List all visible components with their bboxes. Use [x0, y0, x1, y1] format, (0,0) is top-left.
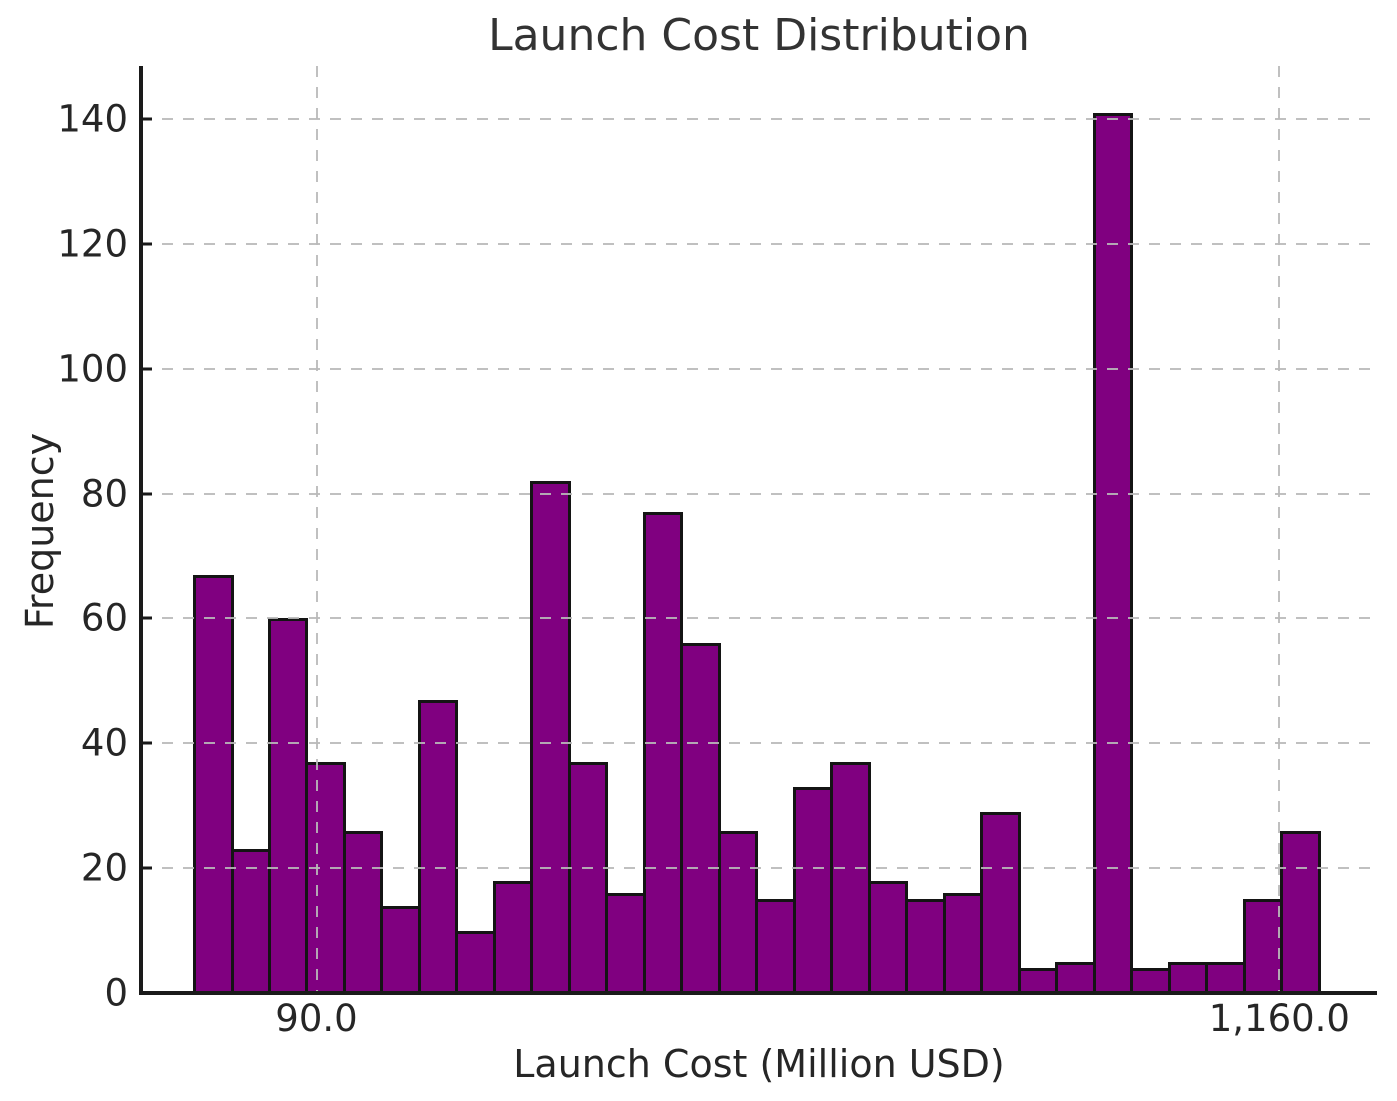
- x-axis-spine: [139, 991, 1377, 995]
- y-gridline: [141, 617, 1377, 620]
- histogram-bar: [492, 880, 534, 993]
- y-tick-mark: [141, 367, 152, 371]
- x-tick-label: 90.0: [275, 997, 358, 1040]
- histogram-bar: [530, 481, 571, 993]
- histogram-bar: [455, 930, 496, 993]
- histogram-bar: [1130, 968, 1171, 993]
- histogram-bar: [1280, 830, 1321, 993]
- x-gridline: [315, 66, 318, 993]
- y-axis-spine: [139, 66, 143, 995]
- bars-container: [193, 66, 1321, 993]
- histogram-bar: [230, 849, 271, 993]
- y-gridline: [141, 742, 1377, 745]
- x-tick-label: 1,160.0: [1208, 997, 1350, 1040]
- histogram-bar: [305, 762, 346, 993]
- plot-area: [139, 66, 1377, 995]
- histogram-bar: [942, 893, 984, 993]
- y-tick-mark: [141, 242, 152, 246]
- y-tick-label: 100: [57, 347, 128, 391]
- histogram-bar: [1205, 961, 1246, 993]
- y-tick-mark: [141, 991, 152, 995]
- y-tick-label: 120: [57, 222, 128, 266]
- histogram-bar: [905, 899, 946, 993]
- histogram-bar: [717, 830, 759, 993]
- histogram-bar: [268, 618, 309, 993]
- y-tick-mark: [141, 492, 152, 496]
- histogram-bar: [830, 762, 871, 993]
- y-tick-mark: [141, 866, 152, 870]
- y-gridline: [141, 242, 1377, 245]
- histogram-bar: [1055, 961, 1096, 993]
- y-tick-label: 20: [80, 846, 128, 890]
- y-tick-label: 80: [80, 472, 128, 516]
- y-gridline: [141, 367, 1377, 370]
- histogram-bar: [380, 905, 421, 993]
- y-tick-labels-container: 0 20 40 60 80 100 120 140: [0, 0, 128, 1101]
- histogram-bar: [980, 811, 1021, 993]
- y-tick-mark: [141, 117, 152, 121]
- histogram-bar: [1167, 961, 1209, 993]
- histogram-bar: [1092, 112, 1134, 993]
- histogram-bar: [605, 893, 646, 993]
- histogram-bar: [1242, 899, 1284, 993]
- histogram-bar: [193, 574, 234, 993]
- y-tick-mark: [141, 741, 152, 745]
- y-tick-label: 140: [57, 97, 128, 141]
- y-tick-label: 60: [80, 596, 128, 640]
- y-gridline: [141, 492, 1377, 495]
- x-axis-label: Launch Cost (Million USD): [513, 1042, 1005, 1086]
- histogram-bar: [342, 830, 384, 993]
- histogram-bar: [642, 512, 684, 993]
- y-gridline: [141, 118, 1377, 121]
- x-gridline: [1278, 66, 1281, 993]
- y-tick-label: 40: [80, 721, 128, 765]
- histogram-bar: [792, 787, 834, 993]
- y-gridline: [141, 867, 1377, 870]
- histogram-bar: [1017, 968, 1059, 993]
- histogram-bar: [417, 699, 459, 993]
- y-tick-mark: [141, 616, 152, 620]
- histogram-bar: [567, 762, 609, 993]
- y-tick-label: 0: [104, 971, 128, 1015]
- chart-title: Launch Cost Distribution: [488, 10, 1030, 61]
- histogram-bar: [755, 899, 796, 993]
- histogram-bar: [867, 880, 909, 993]
- histogram-bar: [680, 643, 721, 993]
